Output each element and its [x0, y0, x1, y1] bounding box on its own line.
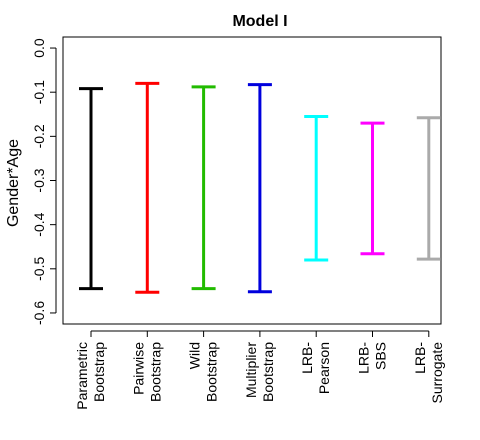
interval-series	[79, 81, 441, 294]
interval-bar	[360, 121, 385, 256]
x-tick-label-line2: Pearson	[316, 342, 332, 394]
y-tick-label: -0.3	[31, 168, 47, 192]
x-tick-label-line2: Surrogate	[429, 342, 445, 404]
y-axis: 0.0 -0.1 -0.2 -0.3 -0.4 -0.5 -0.6	[31, 38, 57, 325]
x-tick-label-line1: Multiplier	[243, 342, 259, 398]
y-tick-label: -0.4	[31, 212, 47, 236]
interval-bar	[191, 85, 216, 291]
y-tick-label: -0.2	[31, 124, 47, 148]
x-axis: Parametric Bootstrap Pairwise Bootstrap Wild…	[74, 330, 445, 410]
y-tick-label: -0.6	[31, 301, 47, 325]
interval-bar	[416, 116, 441, 261]
x-tick-label-line2: Bootstrap	[147, 342, 163, 402]
plot-frame	[62, 36, 442, 325]
x-tick-label-line1: LRB-	[299, 342, 315, 374]
x-tick-label-line1: LRB-	[356, 342, 372, 374]
chart-title: Model I	[232, 13, 287, 30]
x-tick-label-line2: Bootstrap	[91, 342, 107, 402]
x-tick-label-line1: LRB-	[412, 342, 428, 374]
x-tick-label-line2: SBS	[373, 342, 389, 370]
interval-bar	[135, 81, 160, 294]
y-tick-label: -0.1	[31, 80, 47, 104]
interval-bar	[304, 114, 329, 262]
x-tick-label-line1: Parametric	[74, 342, 90, 410]
x-tick-label-line2: Bootstrap	[260, 342, 276, 402]
y-axis-label: Gender*Age	[5, 139, 22, 227]
x-tick-label-line2: Bootstrap	[204, 342, 220, 402]
interval-bar	[79, 87, 103, 291]
interval-bar	[247, 83, 272, 294]
x-tick-label-line1: Pairwise	[130, 342, 146, 395]
y-tick-label: 0.0	[31, 38, 47, 58]
x-tick-label-line1: Wild	[187, 342, 203, 369]
y-tick-label: -0.5	[31, 257, 47, 281]
